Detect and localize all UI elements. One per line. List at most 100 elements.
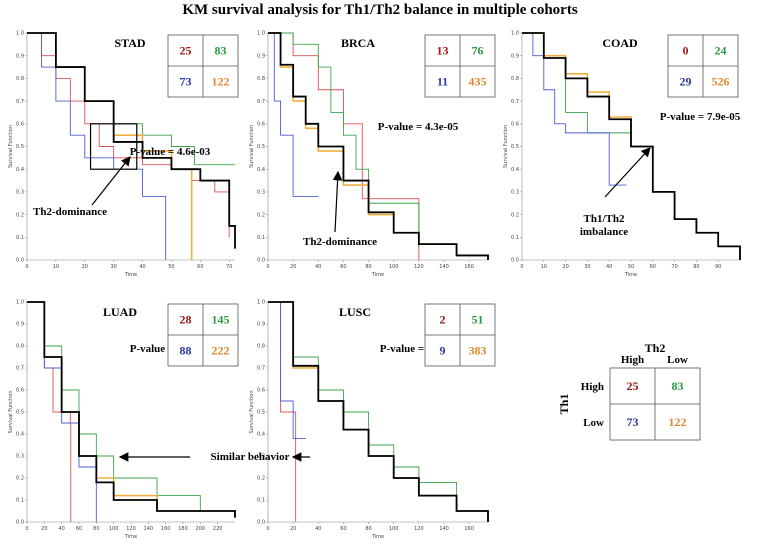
x-tick-label: 20 (562, 264, 568, 270)
x-tick-label: 20 (41, 526, 47, 532)
count: 122 (212, 75, 230, 89)
y-tick-label: 0.6 (511, 122, 519, 128)
y-tick-label: 0.7 (511, 99, 519, 105)
y-tick-label: 0.3 (257, 190, 265, 196)
x-tick-label: 100 (389, 526, 399, 532)
count: 51 (472, 313, 484, 327)
x-tick-label: 40 (58, 526, 64, 532)
x-axis-label: Time (124, 534, 137, 540)
x-tick-label: 80 (93, 526, 99, 532)
middle-note: Similar behavior (211, 451, 290, 463)
x-tick-label: 30 (584, 264, 590, 270)
x-tick-label: 70 (226, 264, 232, 270)
y-tick-label: 0.4 (511, 167, 519, 173)
count: 222 (212, 344, 230, 358)
x-tick-label: 100 (389, 264, 399, 270)
x-tick-label: 80 (693, 264, 699, 270)
x-tick-label: 140 (439, 526, 449, 532)
km-curve (268, 32, 489, 260)
x-axis-label: Time (124, 272, 137, 278)
x-tick-label: 60 (650, 264, 656, 270)
panel-title: STAD (114, 36, 145, 50)
callout: imbalance (580, 226, 628, 238)
legend-count: 73 (627, 415, 639, 429)
y-tick-label: 0.2 (257, 476, 265, 482)
y-axis-label: Survival Function (8, 390, 14, 433)
y-tick-label: 0.4 (257, 167, 265, 173)
callout: Th1/Th2 (584, 213, 625, 225)
p-value: P-value = 4.3e-05 (378, 121, 459, 133)
count: 2 (440, 313, 446, 327)
km-curve (268, 32, 319, 197)
km-curve (268, 32, 420, 260)
highlight-box (89, 123, 138, 170)
y-tick-label: 0.7 (16, 99, 24, 105)
y-tick-label: 0.1 (16, 498, 24, 504)
p-value: P-value = 4.6e-03 (130, 146, 211, 158)
km-curve (522, 32, 627, 186)
km-curve (27, 32, 236, 249)
x-tick-label: 40 (315, 264, 321, 270)
y-tick-label: 0.9 (511, 53, 519, 59)
x-tick-label: 0 (25, 526, 28, 532)
y-tick-label: 1.0 (257, 31, 265, 37)
x-tick-label: 60 (76, 526, 82, 532)
y-tick-label: 0.1 (257, 498, 265, 504)
x-tick-label: 120 (126, 526, 136, 532)
count: 9 (440, 344, 446, 358)
x-tick-label: 60 (340, 526, 346, 532)
x-axis-label: Time (624, 272, 637, 278)
x-tick-label: 100 (109, 526, 119, 532)
y-tick-label: 0.4 (257, 432, 265, 438)
y-tick-label: 0.9 (16, 53, 24, 59)
y-tick-label: 1.0 (511, 31, 519, 37)
count: 0 (683, 44, 689, 58)
y-tick-label: 0.8 (16, 344, 24, 350)
count: 526 (712, 75, 730, 89)
count: 29 (680, 75, 692, 89)
y-tick-label: 0.0 (257, 258, 265, 264)
legend-row-label: High (581, 381, 604, 393)
y-tick-label: 0.5 (16, 410, 24, 416)
count: 25 (180, 44, 192, 58)
x-tick-label: 0 (520, 264, 523, 270)
x-tick-label: 50 (168, 264, 174, 270)
y-tick-label: 0.6 (257, 388, 265, 394)
y-tick-label: 0.5 (16, 144, 24, 150)
y-tick-label: 0.0 (16, 258, 24, 264)
x-tick-label: 160 (161, 526, 171, 532)
legend-col-label: Low (667, 354, 688, 366)
callout: Th2-dominance (33, 206, 107, 218)
x-tick-label: 140 (439, 264, 449, 270)
y-tick-label: 0.5 (257, 144, 265, 150)
legend-col-title: Th2 (645, 341, 666, 355)
y-axis-label: Survival Function (249, 125, 255, 168)
km-curve (27, 32, 167, 260)
km-curve (522, 32, 741, 260)
y-tick-label: 0.2 (16, 212, 24, 218)
x-tick-label: 40 (315, 526, 321, 532)
y-tick-label: 0.4 (16, 432, 24, 438)
y-tick-label: 0.6 (16, 388, 24, 394)
x-tick-label: 0 (266, 264, 269, 270)
y-tick-label: 0.2 (511, 212, 519, 218)
y-tick-label: 0.4 (16, 167, 24, 173)
x-tick-label: 90 (715, 264, 721, 270)
y-tick-label: 0.7 (257, 366, 265, 372)
x-tick-label: 160 (464, 526, 474, 532)
y-tick-label: 0.8 (16, 76, 24, 82)
y-axis-label: Survival Function (503, 125, 509, 168)
y-tick-label: 0.7 (16, 366, 24, 372)
y-tick-label: 0.9 (257, 53, 265, 59)
x-tick-label: 220 (213, 526, 223, 532)
x-tick-label: 60 (340, 264, 346, 270)
x-tick-label: 200 (196, 526, 206, 532)
x-tick-label: 50 (628, 264, 634, 270)
y-tick-label: 0.5 (511, 144, 519, 150)
count: 24 (715, 44, 727, 58)
y-tick-label: 0.8 (511, 76, 519, 82)
y-tick-label: 0.8 (257, 76, 265, 82)
legend-col-label: High (621, 354, 644, 366)
count: 83 (215, 44, 227, 58)
